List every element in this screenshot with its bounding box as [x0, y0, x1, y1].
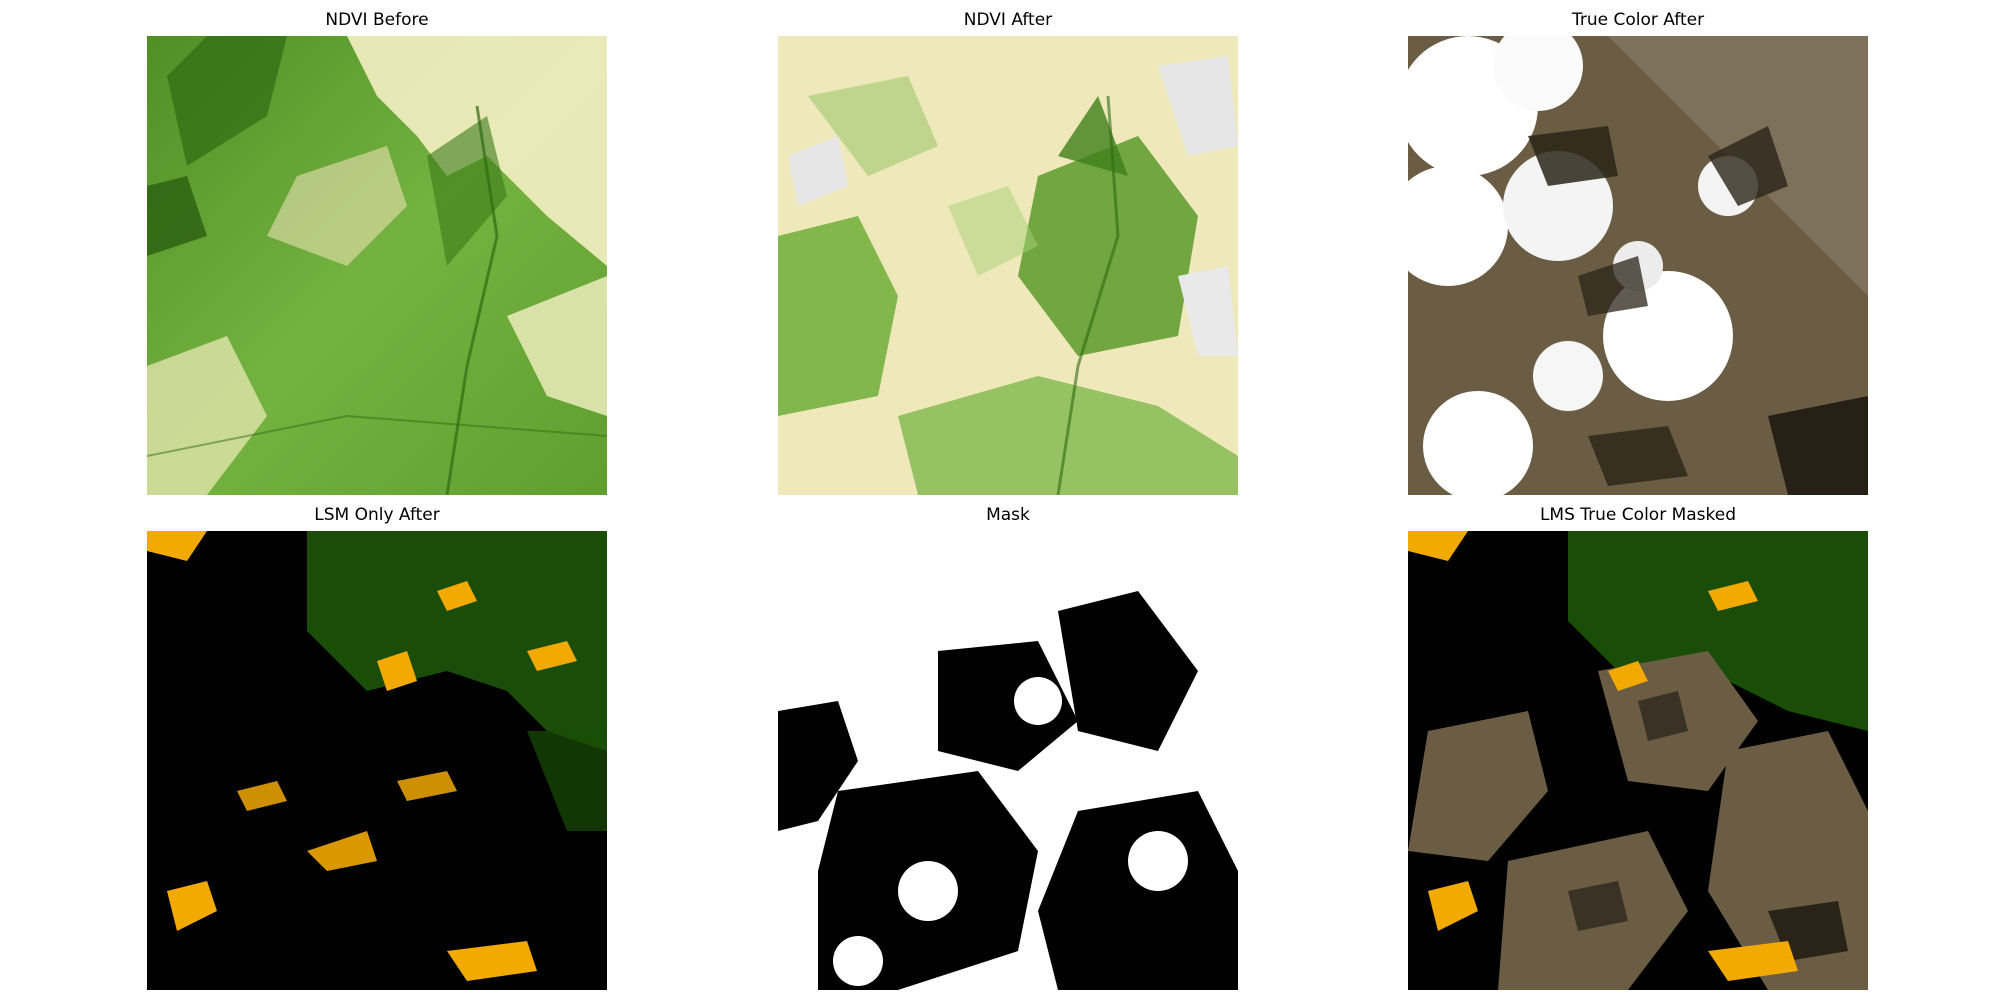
panel-title: LSM Only After [314, 505, 440, 525]
ndvi-before-image [147, 36, 607, 495]
panel-title: NDVI After [963, 10, 1053, 30]
panel-title: LMS True Color Masked [1539, 505, 1737, 525]
panel-title: Mask [986, 505, 1030, 525]
mask-image [778, 531, 1238, 990]
panel-title: NDVI Before [325, 10, 429, 30]
panel-title: True Color After [1571, 10, 1705, 30]
ndvi-after-image [778, 36, 1238, 495]
lsm-only-after-image [147, 531, 607, 990]
true-color-after-image [1408, 36, 1868, 495]
lms-true-color-masked-image [1408, 531, 1868, 990]
